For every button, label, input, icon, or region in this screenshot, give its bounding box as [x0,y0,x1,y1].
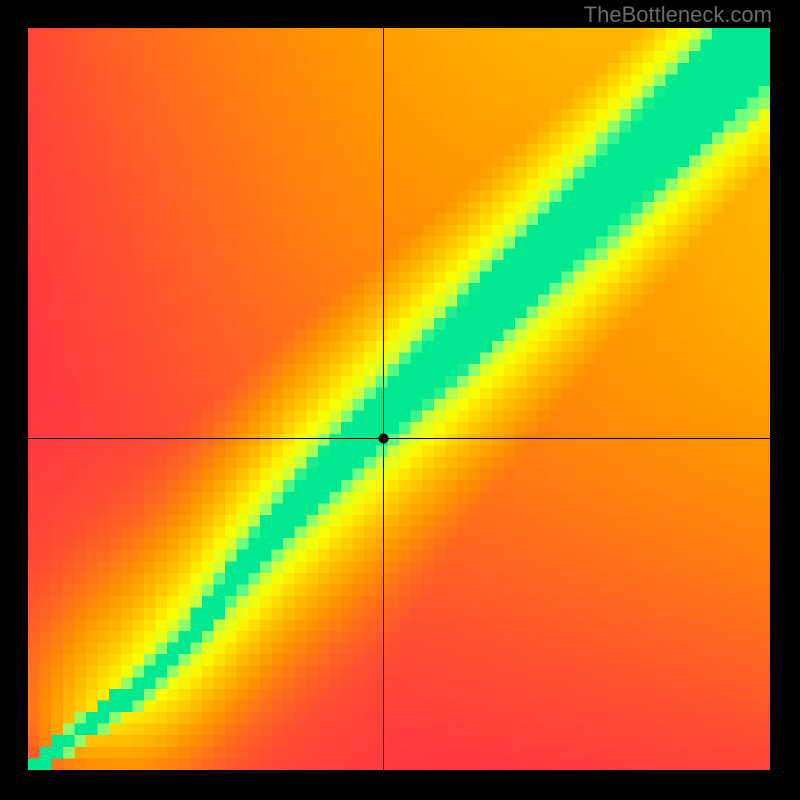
watermark-text: TheBottleneck.com [584,2,772,28]
chart-container: TheBottleneck.com [0,0,800,800]
crosshair-overlay [28,28,770,770]
